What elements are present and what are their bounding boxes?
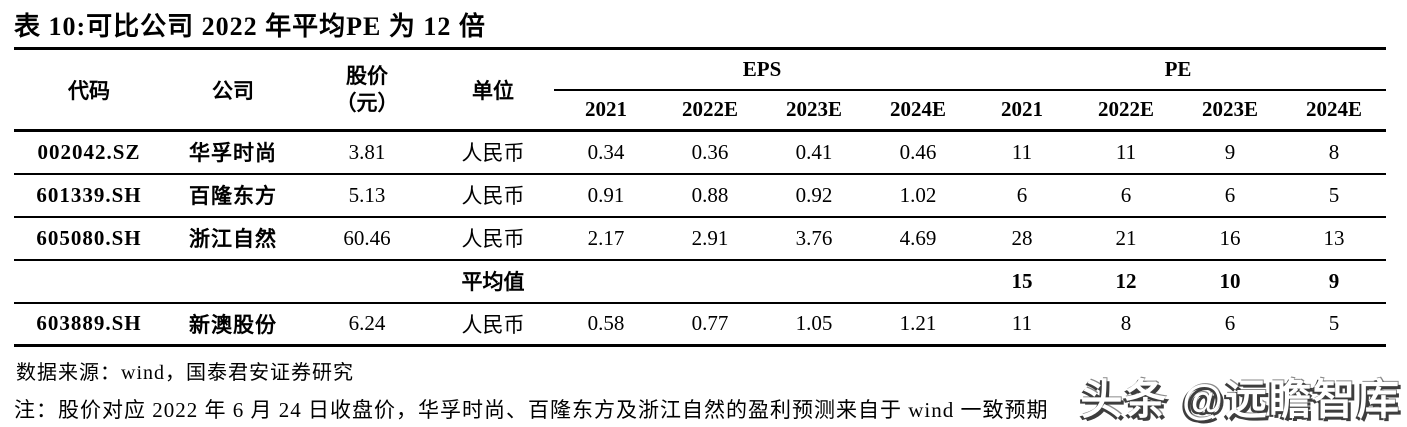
table-row: 605080.SH 浙江自然 60.46 人民币 2.17 2.91 3.76 4.69 28 2… bbox=[14, 217, 1387, 260]
col-header-pe-2023e: 2023E bbox=[1202, 97, 1259, 122]
cell-price: 60.46 bbox=[343, 225, 391, 250]
cell-eps: 0.36 bbox=[691, 139, 729, 164]
group-header-pe: PE bbox=[970, 48, 1387, 91]
cell-pe: 10 bbox=[1219, 268, 1241, 293]
cell-price: 3.81 bbox=[348, 139, 386, 164]
cell-eps: 0.77 bbox=[691, 311, 729, 336]
cell-pe: 16 bbox=[1219, 225, 1241, 250]
col-header-eps-2023e: 2023E bbox=[785, 97, 842, 122]
cell-eps bbox=[554, 260, 658, 303]
cell-eps: 0.46 bbox=[899, 139, 937, 164]
cell-unit: 人民币 bbox=[461, 312, 525, 337]
col-header-price-line1: 股价 bbox=[346, 64, 388, 89]
table-title: 表 10:可比公司 2022 年平均PE 为 12 倍 bbox=[14, 12, 486, 41]
cell-pe: 12 bbox=[1115, 268, 1137, 293]
header-row-groups: 代码 公司 股价 （元） 单位 EPS PE bbox=[14, 48, 1387, 115]
group-header-eps: EPS bbox=[554, 48, 971, 91]
cell-pe: 9 bbox=[1328, 268, 1340, 293]
cell-code bbox=[14, 260, 164, 303]
cell-pe: 8 bbox=[1328, 139, 1340, 164]
cell-eps: 0.92 bbox=[795, 182, 833, 207]
col-header-company: 公司 bbox=[212, 78, 254, 103]
table-row: 603889.SH 新澳股份 6.24 人民币 0.58 0.77 1.05 1.21 11 8 6… bbox=[14, 303, 1386, 346]
cell-unit: 人民币 bbox=[461, 227, 525, 251]
comparable-companies-table: 代码 公司 股价 （元） 单位 EPS PE 2021 2022E 2023E … bbox=[14, 47, 1387, 347]
cell-pe: 5 bbox=[1328, 311, 1340, 336]
cell-code: 605080.SH bbox=[36, 225, 142, 250]
footnote-text: 注：股价对应 2022 年 6 月 24 日收盘价，华孚时尚、百隆东方及浙江自然… bbox=[14, 398, 1049, 422]
cell-eps: 2.17 bbox=[587, 225, 625, 250]
header-row-years: 2021 2022E 2023E 2024E 2021 2022E 2023E … bbox=[14, 90, 1386, 131]
cell-price: 5.13 bbox=[348, 182, 386, 207]
cell-company: 浙江自然 bbox=[189, 227, 277, 251]
col-header-pe-2022e: 2022E bbox=[1098, 97, 1155, 122]
data-source-text: 数据来源：wind，国泰君安证券研究 bbox=[16, 362, 354, 384]
cell-eps: 4.69 bbox=[899, 225, 937, 250]
cell-pe: 11 bbox=[1011, 311, 1033, 336]
cell-pe: 15 bbox=[1011, 268, 1033, 293]
cell-eps bbox=[866, 260, 970, 303]
cell-pe: 6 bbox=[1016, 182, 1028, 207]
cell-pe: 21 bbox=[1115, 225, 1137, 250]
cell-pe: 28 bbox=[1011, 225, 1033, 250]
col-header-eps-2024e: 2024E bbox=[890, 97, 947, 122]
cell-unit: 平均值 bbox=[461, 270, 525, 294]
cell-pe: 11 bbox=[1011, 139, 1033, 164]
cell-eps: 0.91 bbox=[587, 182, 625, 207]
cell-eps: 0.34 bbox=[587, 139, 625, 164]
cell-eps: 1.21 bbox=[899, 311, 937, 336]
cell-eps: 0.41 bbox=[795, 139, 833, 164]
col-header-unit: 单位 bbox=[472, 78, 514, 103]
cell-company: 百隆东方 bbox=[189, 184, 277, 208]
cell-pe: 8 bbox=[1120, 311, 1132, 336]
table-row: 平均值 15 12 10 9 bbox=[14, 260, 1387, 303]
cell-pe: 6 bbox=[1224, 182, 1236, 207]
cell-company: 华孚时尚 bbox=[189, 141, 277, 166]
table-header: 代码 公司 股价 （元） 单位 EPS PE 2021 2022E 2023E … bbox=[14, 48, 1387, 131]
col-header-price: 股价 （元） bbox=[302, 49, 432, 131]
col-header-price-line2: （元） bbox=[335, 90, 399, 115]
col-header-eps-2021: 2021 bbox=[585, 97, 627, 122]
table-row: 002042.SZ 华孚时尚 3.81 人民币 0.34 0.36 0.41 0.46 11 11… bbox=[14, 131, 1387, 174]
cell-eps: 0.88 bbox=[691, 182, 729, 207]
cell-unit: 人民币 bbox=[461, 141, 525, 166]
col-header-eps-2022e: 2022E bbox=[681, 97, 738, 122]
col-header-pe-2024e: 2024E bbox=[1306, 97, 1363, 122]
cell-eps: 3.76 bbox=[795, 225, 833, 250]
cell-eps: 2.91 bbox=[691, 225, 729, 250]
cell-eps: 1.05 bbox=[795, 311, 833, 336]
cell-eps bbox=[762, 260, 866, 303]
cell-company bbox=[164, 260, 302, 303]
cell-pe: 11 bbox=[1115, 139, 1137, 164]
cell-pe: 6 bbox=[1224, 311, 1236, 336]
col-header-pe-2021: 2021 bbox=[1001, 97, 1044, 122]
cell-eps: 1.02 bbox=[899, 182, 937, 207]
cell-eps: 0.58 bbox=[587, 311, 625, 336]
cell-price: 6.24 bbox=[348, 311, 386, 336]
cell-code: 601339.SH bbox=[36, 182, 142, 207]
cell-pe: 9 bbox=[1224, 139, 1236, 164]
cell-price bbox=[302, 260, 432, 303]
cell-unit: 人民币 bbox=[461, 184, 525, 208]
cell-company: 新澳股份 bbox=[189, 312, 277, 337]
cell-pe: 5 bbox=[1328, 182, 1340, 207]
table-row: 601339.SH 百隆东方 5.13 人民币 0.91 0.88 0.92 1.02 6 6 6 5 bbox=[14, 174, 1387, 217]
cell-pe: 13 bbox=[1323, 225, 1345, 250]
cell-eps bbox=[658, 260, 762, 303]
table-body: 002042.SZ 华孚时尚 3.81 人民币 0.34 0.36 0.41 0.46 11 11… bbox=[14, 131, 1387, 346]
watermark-text: 头条 @远瞻智库 bbox=[1080, 376, 1401, 423]
cell-code: 603889.SH bbox=[36, 311, 142, 336]
col-header-code: 代码 bbox=[68, 78, 110, 103]
cell-pe: 6 bbox=[1120, 182, 1132, 207]
cell-code: 002042.SZ bbox=[37, 139, 141, 164]
